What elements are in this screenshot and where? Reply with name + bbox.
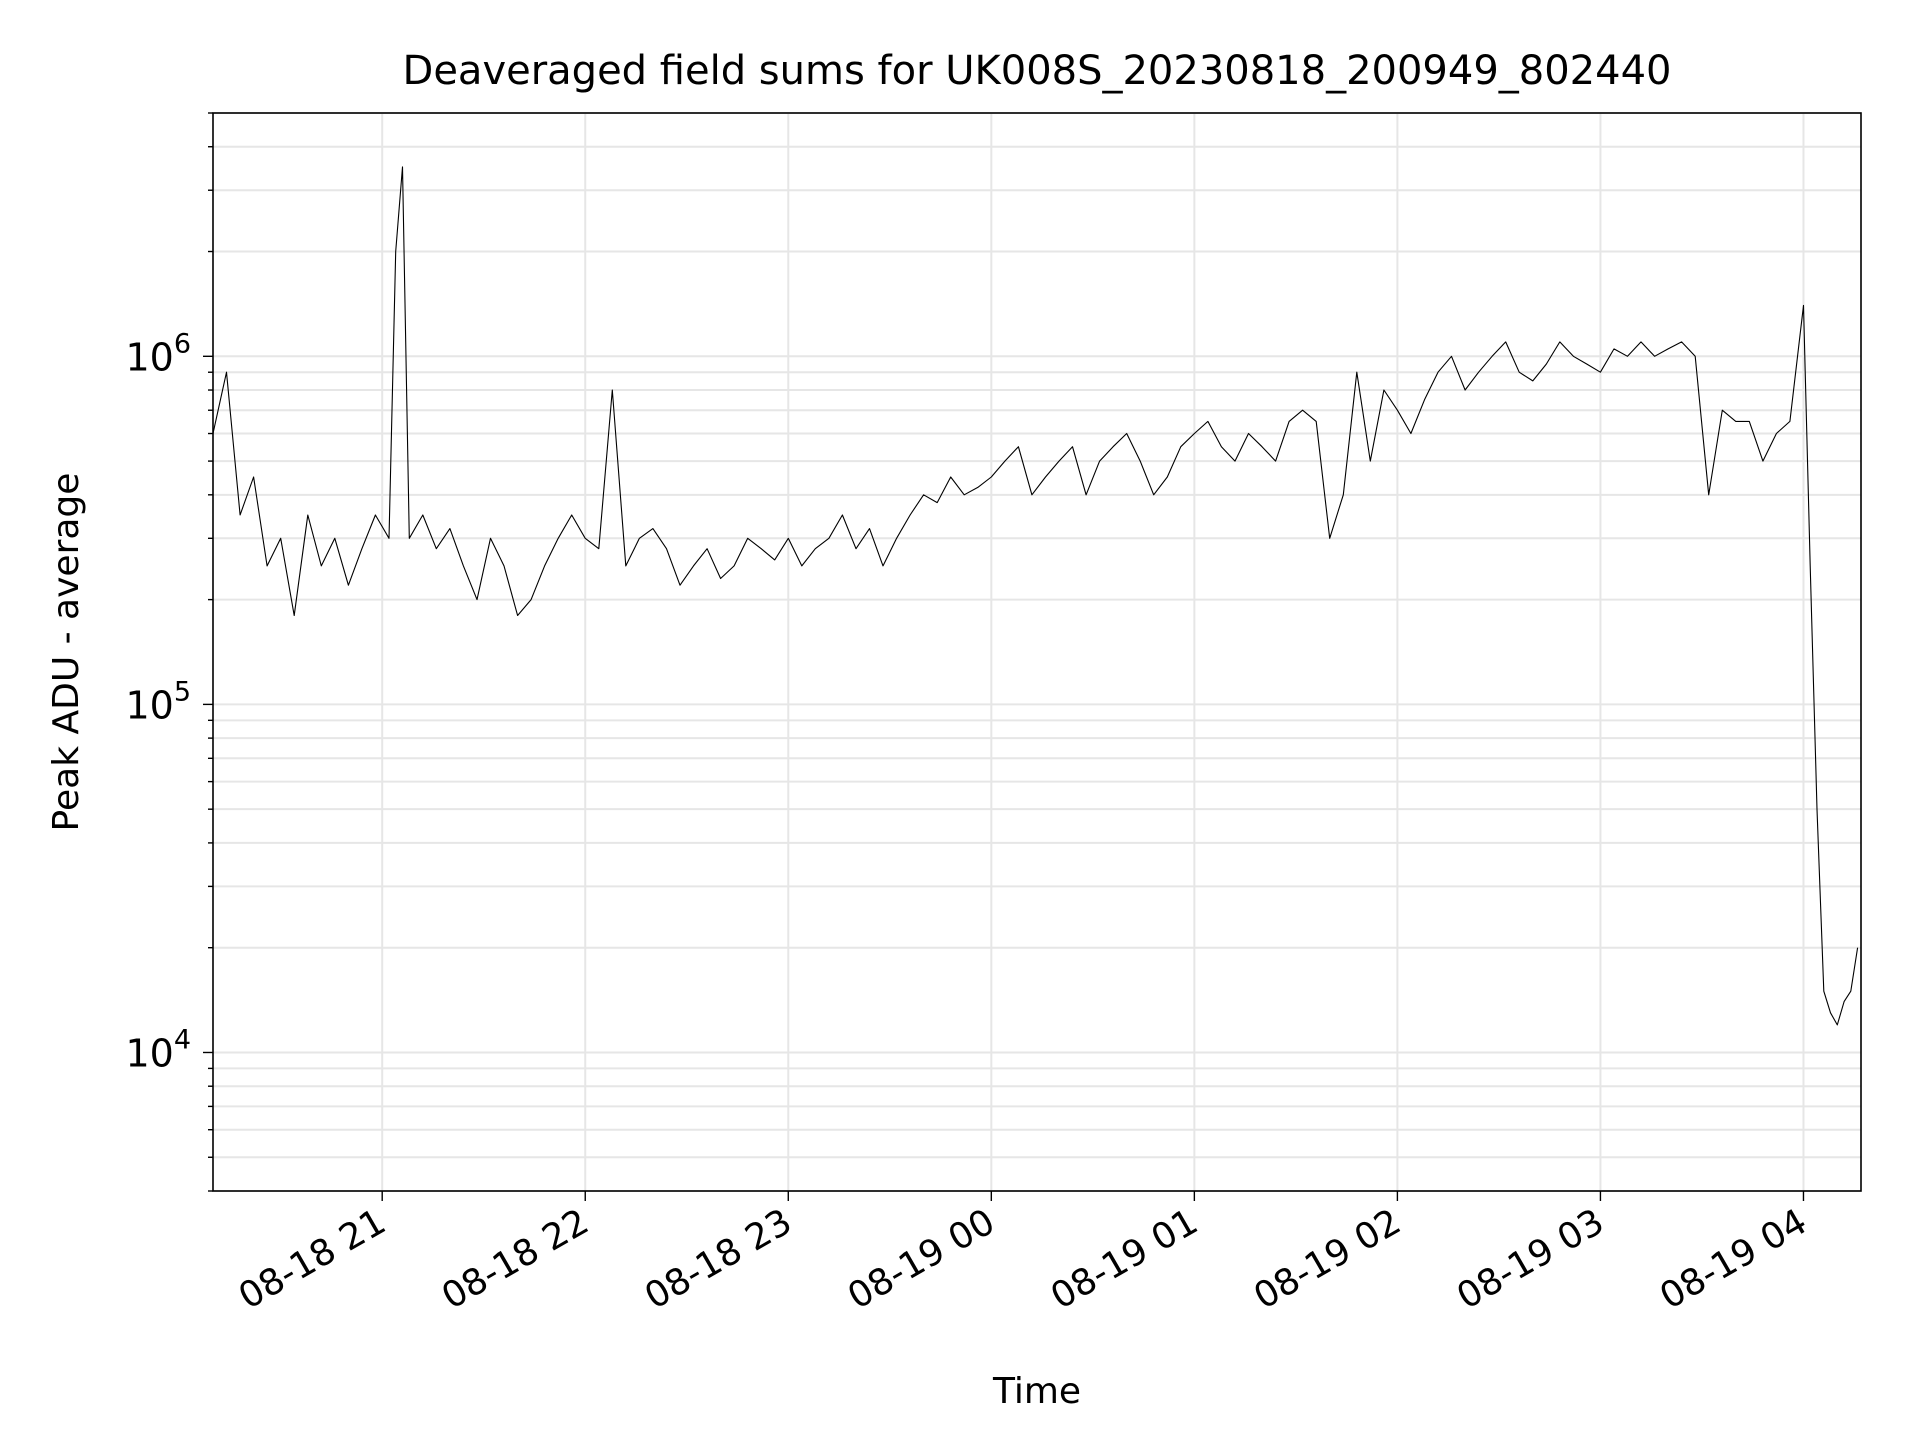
plot-frame: [212, 112, 1862, 1192]
chart-title: Deaveraged field sums for UK008S_2023081…: [403, 48, 1672, 94]
x-tick-label: 08-19 03: [1450, 1201, 1611, 1317]
x-tick-label: 08-19 00: [841, 1201, 1002, 1317]
x-tick-label: 08-19 04: [1653, 1201, 1814, 1317]
x-axis-label: Time: [992, 1371, 1081, 1412]
x-tick-label: 08-19 01: [1044, 1201, 1205, 1317]
y-tick-label: 104: [125, 1024, 191, 1075]
x-tick-label: 08-19 02: [1247, 1201, 1408, 1317]
y-axis-label: Peak ADU - average: [46, 473, 87, 832]
y-tick-label: 106: [125, 328, 191, 379]
gridlines: [213, 112, 1861, 1192]
x-tick-label: 08-18 21: [232, 1201, 393, 1317]
x-axis: 08-18 21 08-18 22 08-18 23 08-19 00 08-19 01…: [232, 1191, 1814, 1318]
y-tick-label: 105: [125, 676, 191, 727]
series-line: [212, 166, 1859, 1026]
x-tick-label: 08-18 22: [435, 1201, 596, 1317]
y-axis: 104 105 106: [125, 112, 213, 1192]
x-tick-label: 08-18 23: [638, 1201, 799, 1317]
